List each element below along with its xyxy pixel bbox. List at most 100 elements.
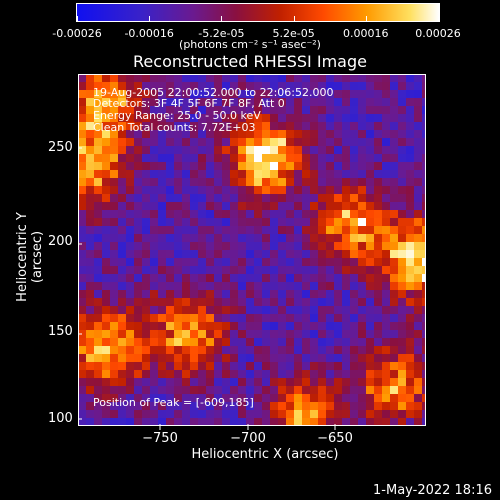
heatmap-cell [110, 370, 118, 378]
heatmap-cell [326, 122, 334, 130]
heatmap-cell [326, 402, 334, 410]
heatmap-cell [102, 330, 110, 338]
heatmap-cell [142, 290, 150, 298]
heatmap-cell [278, 346, 286, 354]
heatmap-cell [126, 82, 134, 90]
heatmap-cell [142, 218, 150, 226]
heatmap-cell [230, 418, 238, 426]
heatmap-cell [326, 306, 334, 314]
heatmap-cell [222, 154, 230, 162]
heatmap-cell [246, 234, 254, 242]
heatmap-cell [294, 138, 302, 146]
heatmap-cell [94, 74, 102, 82]
heatmap-cell [294, 394, 302, 402]
heatmap-cell [326, 202, 334, 210]
heatmap-cell [246, 170, 254, 178]
heatmap-cell [102, 298, 110, 306]
heatmap-cell [262, 298, 270, 306]
heatmap-cell [254, 226, 262, 234]
heatmap-cell [166, 226, 174, 234]
heatmap-cell [310, 386, 318, 394]
heatmap-cell [302, 362, 310, 370]
heatmap-cell [118, 122, 126, 130]
heatmap-cell [214, 394, 222, 402]
heatmap-cell [414, 338, 422, 346]
heatmap-cell [78, 346, 86, 354]
heatmap-cell [102, 314, 110, 322]
heatmap-cell [158, 274, 166, 282]
heatmap-cell [150, 290, 158, 298]
heatmap-cell [278, 306, 286, 314]
heatmap-cell [310, 290, 318, 298]
heatmap-cell [406, 90, 414, 98]
heatmap-cell [238, 314, 246, 322]
colorbar-tick-label: 0.00016 [343, 27, 389, 40]
heatmap-cell [398, 282, 406, 290]
heatmap-cell [382, 146, 390, 154]
heatmap-cell [270, 362, 278, 370]
heatmap-cell [142, 202, 150, 210]
heatmap-cell [126, 114, 134, 122]
heatmap-cell [214, 226, 222, 234]
heatmap-cell [198, 346, 206, 354]
heatmap-cell [86, 298, 94, 306]
heatmap-cell [118, 218, 126, 226]
heatmap-cell [254, 194, 262, 202]
heatmap-cell [414, 146, 422, 154]
heatmap-cell [134, 298, 142, 306]
heatmap-cell [422, 282, 426, 290]
heatmap-cell [406, 290, 414, 298]
heatmap-cell [78, 210, 86, 218]
heatmap-cell [254, 242, 262, 250]
heatmap-cell [78, 106, 86, 114]
heatmap-cell [214, 234, 222, 242]
heatmap-cell [222, 234, 230, 242]
heatmap-cell [126, 290, 134, 298]
heatmap-cell [198, 274, 206, 282]
heatmap-cell [182, 370, 190, 378]
heatmap-cell [118, 266, 126, 274]
heatmap-cell [302, 154, 310, 162]
heatmap-cell [118, 202, 126, 210]
heatmap-cell [134, 90, 142, 98]
heatmap-cell [262, 106, 270, 114]
heatmap-cell [326, 250, 334, 258]
heatmap-cell [270, 322, 278, 330]
heatmap-cell [110, 274, 118, 282]
heatmap-cell [350, 258, 358, 266]
heatmap-cell [158, 314, 166, 322]
heatmap-cell [174, 122, 182, 130]
heatmap-cell [214, 250, 222, 258]
heatmap-cell [270, 242, 278, 250]
heatmap-cell [382, 386, 390, 394]
heatmap-cell [286, 218, 294, 226]
heatmap-cell [374, 82, 382, 90]
heatmap-cell [342, 266, 350, 274]
heatmap-cell [318, 218, 326, 226]
heatmap-cell [222, 282, 230, 290]
heatmap-cell [174, 274, 182, 282]
heatmap-cell [286, 330, 294, 338]
heatmap-cell [262, 154, 270, 162]
heatmap-cell [302, 386, 310, 394]
heatmap-cell [142, 322, 150, 330]
heatmap-cell [182, 418, 190, 426]
heatmap-cell [406, 330, 414, 338]
heatmap-cell [286, 346, 294, 354]
heatmap-cell [382, 346, 390, 354]
heatmap-cell [366, 394, 374, 402]
heatmap-cell [190, 130, 198, 138]
heatmap-cell [86, 322, 94, 330]
heatmap-cell [190, 138, 198, 146]
heatmap-cell [422, 266, 426, 274]
heatmap-cell [350, 290, 358, 298]
heatmap-cell [246, 314, 254, 322]
heatmap-cell [334, 418, 342, 426]
heatmap-cell [294, 250, 302, 258]
heatmap-cell [158, 362, 166, 370]
heatmap-cell [230, 410, 238, 418]
heatmap-cell [366, 298, 374, 306]
heatmap-cell [126, 122, 134, 130]
heatmap-cell [190, 186, 198, 194]
heatmap-cell [294, 386, 302, 394]
